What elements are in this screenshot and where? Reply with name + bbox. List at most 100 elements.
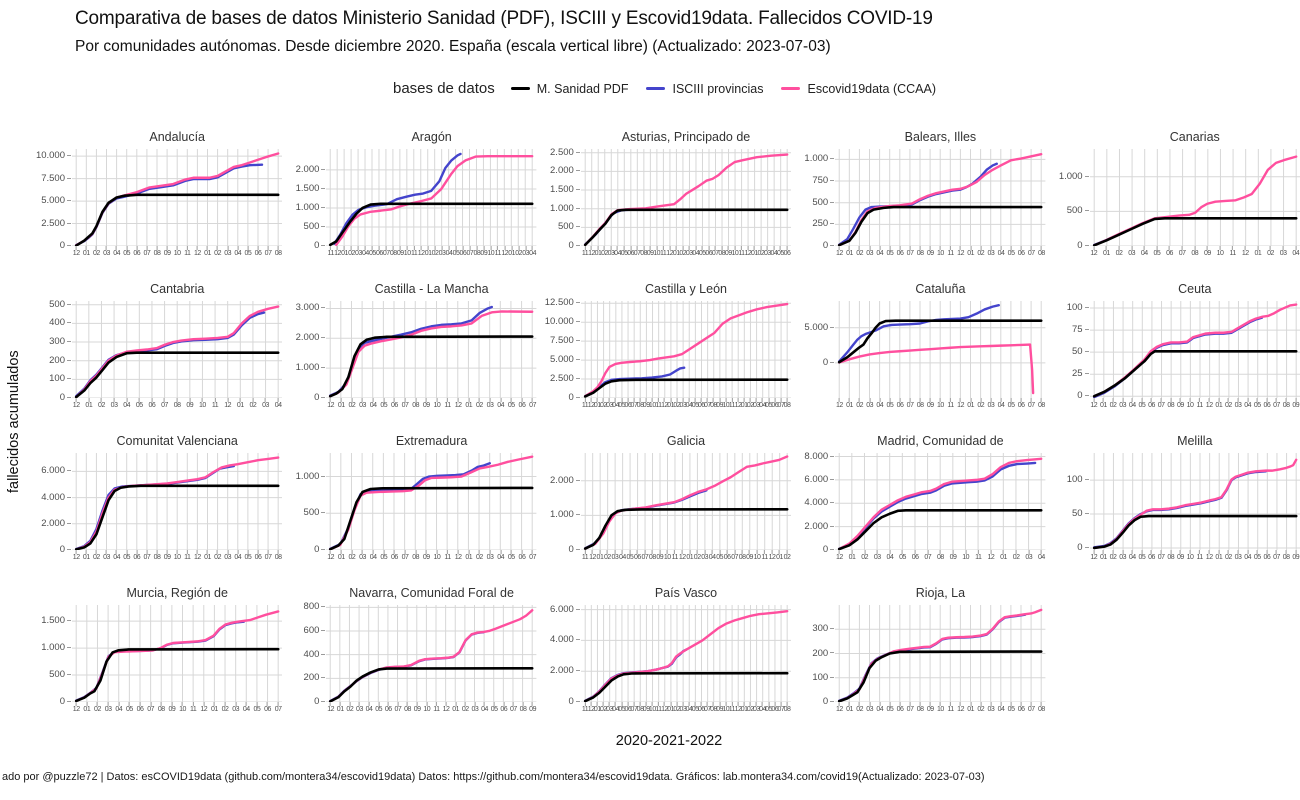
x-tick: 12 (443, 702, 450, 713)
x-tick: 12 (327, 702, 334, 713)
x-tick: 01 (83, 702, 91, 713)
y-tick-label: 0 (569, 696, 580, 707)
y-tick-label: 250 (812, 218, 834, 229)
x-tick: 05 (765, 702, 772, 713)
x-tick: 07 (402, 398, 409, 409)
x-tick: 02 (93, 246, 100, 257)
x-tick: 01 (337, 702, 344, 713)
facet-title: Madrid, Comunidad de (877, 434, 1004, 448)
x-tick: 06 (1148, 550, 1155, 561)
x-tick: 10 (1187, 398, 1194, 409)
series-line-sanidad (76, 649, 278, 701)
x-tick: 11 (947, 702, 954, 713)
x-tick: 04 (998, 702, 1005, 713)
x-tick: 10 (937, 246, 944, 257)
x-tick: 11 (947, 398, 954, 409)
x-tick: 06 (376, 246, 383, 257)
x-tick: 06 (771, 702, 779, 713)
y-tick-label: 300 (49, 336, 71, 347)
x-tick: 05 (254, 702, 261, 713)
y-tick-label: 0 (823, 544, 834, 555)
x-tick: 01 (594, 398, 601, 409)
facet-panel (72, 301, 282, 398)
x-tick: 06 (1018, 702, 1025, 713)
x-tick: 11 (411, 246, 418, 257)
y-axis-ticks: 0 2.500 5.000 7.500 10.000 12.500 (541, 297, 581, 403)
x-tick: 03 (680, 702, 687, 713)
y-tick-label: 1.000 (804, 153, 834, 164)
x-tick: 02 (600, 398, 607, 409)
y-tick-label: 500 (812, 197, 834, 208)
x-tick: 08 (937, 550, 944, 561)
x-tick: 04 (886, 550, 894, 561)
x-tick: 05 (1254, 398, 1261, 409)
y-tick-label: 0 (314, 696, 325, 707)
x-tick: 05 (375, 702, 383, 713)
facet-title: País Vasco (654, 586, 718, 600)
facet-comunitat-valenciana: Comunitat Valenciana 0 2.000 4.000 6.000 12 01… (32, 434, 282, 586)
x-tick: 05 (244, 246, 252, 257)
x-tick: 05 (1254, 550, 1261, 561)
x-tick: 04 (612, 702, 619, 713)
x-tick: 11 (738, 246, 745, 257)
x-tick: 12 (588, 246, 595, 257)
x-tick: 12 (194, 246, 201, 257)
x-tick: 04 (234, 246, 242, 257)
y-tick-label: 100 (812, 672, 834, 683)
x-tick: 01 (673, 246, 680, 257)
x-tick: 01 (1255, 246, 1262, 257)
y-tick-label: 0 (1077, 542, 1088, 553)
x-tick: 03 (606, 702, 613, 713)
x-tick: 09 (414, 702, 421, 713)
series-line-sanidad (331, 204, 533, 245)
x-tick: 04 (709, 550, 716, 561)
x-tick: 09 (1292, 398, 1300, 409)
x-axis-ticks: 12 01 02 03 04 05 06 07 08 09 10 11 12 01 02 03 04 05 06 07 (72, 702, 282, 717)
x-tick: 07 (704, 702, 711, 713)
x-tick: 03 (753, 702, 760, 713)
x-tick: 06 (519, 398, 526, 409)
x-tick: 09 (423, 398, 430, 409)
x-tick: 02 (348, 550, 356, 561)
x-tick: 01 (83, 550, 90, 561)
x-tick: 09 (656, 550, 664, 561)
x-tick: 09 (168, 702, 176, 713)
x-tick: 06 (519, 550, 526, 561)
x-tick: 06 (133, 550, 141, 561)
x-tick: 06 (1018, 246, 1025, 257)
x-tick: 06 (133, 246, 141, 257)
x-tick: 09 (186, 398, 194, 409)
x-tick: 06 (771, 398, 779, 409)
x-tick: 03 (105, 702, 112, 713)
x-tick: 11 (582, 550, 589, 561)
x-tick: 06 (1264, 398, 1271, 409)
facet-ceuta: Ceuta 0 25 50 75 100 12 01 02 03 04 05 06 07 08 09 10 11 1… (1050, 282, 1300, 434)
facet-panel (1090, 149, 1300, 246)
x-tick: 08 (154, 550, 161, 561)
x-tick: 02 (515, 246, 523, 257)
x-tick: 01 (741, 398, 748, 409)
y-axis-ticks: 0 25 50 75 100 (1050, 301, 1090, 401)
y-tick-label: 100 (1067, 474, 1089, 485)
x-tick: 10 (722, 398, 730, 409)
x-tick: 02 (600, 702, 607, 713)
facet-title: Navarra, Comunidad Foral de (349, 586, 514, 600)
x-tick: 03 (1235, 550, 1242, 561)
x-tick: 07 (1158, 550, 1165, 561)
x-tick: 09 (164, 550, 171, 561)
series-line-sanidad (331, 337, 533, 397)
y-tick-label: 500 (1067, 205, 1089, 216)
x-tick: 03 (866, 398, 874, 409)
x-tick: 07 (1179, 246, 1186, 257)
series-line-isciii (331, 307, 493, 396)
x-tick: 08 (640, 246, 648, 257)
series-line-sanidad (585, 380, 787, 397)
x-tick: 02 (747, 702, 754, 713)
x-tick: 03 (866, 246, 874, 257)
x-tick: 05 (508, 398, 515, 409)
x-tick: 01 (1103, 246, 1110, 257)
x-tick: 12 (679, 550, 686, 561)
x-tick: 05 (899, 550, 906, 561)
y-tick-label: 7.500 (550, 335, 580, 346)
series-line-escovid (839, 459, 1041, 549)
